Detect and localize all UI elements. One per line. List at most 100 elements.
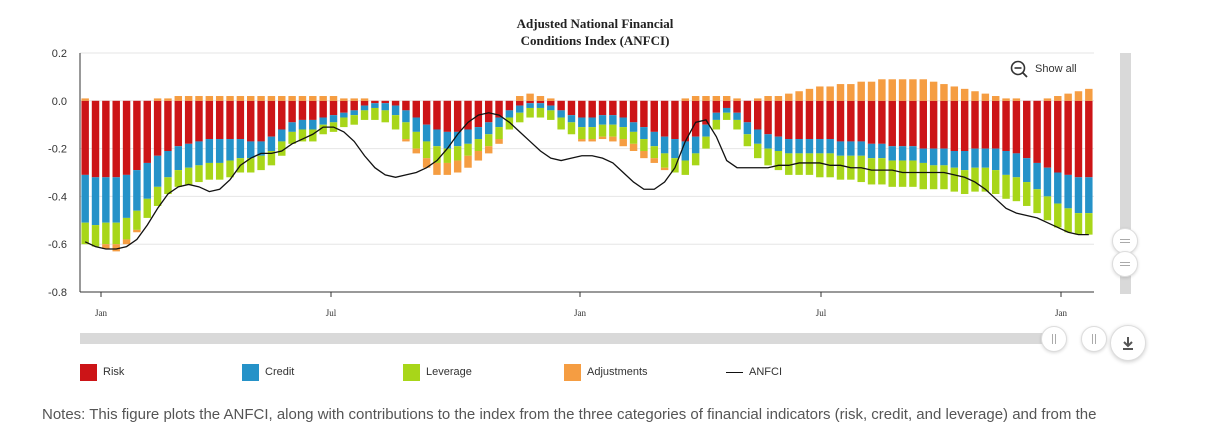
bar-risk: [133, 100, 141, 171]
bar-adjustments: [1054, 96, 1062, 101]
bar-adjustments: [1074, 91, 1083, 101]
bar-leverage: [733, 119, 741, 130]
bar-leverage: [412, 131, 420, 149]
bar-risk: [578, 100, 586, 118]
bar-leverage: [1033, 189, 1041, 214]
bar-leverage: [764, 148, 772, 166]
legend-swatch-leverage: [403, 363, 420, 381]
bar-adjustments: [722, 96, 731, 101]
bar-adjustments: [878, 79, 886, 101]
bar-risk: [412, 100, 420, 118]
bar-adjustments: [402, 139, 410, 142]
bar-leverage: [547, 110, 555, 120]
legend-item-adjustments[interactable]: Adjustments: [564, 362, 648, 382]
bar-risk: [236, 100, 245, 140]
bar-credit: [184, 143, 193, 168]
bar-leverage: [567, 122, 576, 135]
bar-risk: [153, 100, 162, 156]
bar-credit: [122, 174, 131, 218]
bar-risk: [205, 100, 214, 140]
bar-credit: [940, 148, 948, 166]
bar-leverage: [671, 158, 679, 173]
bar-risk: [350, 100, 358, 111]
bar-risk: [360, 100, 369, 106]
bar-risk: [422, 100, 431, 125]
legend-swatch-risk: [80, 363, 97, 381]
bar-risk: [878, 100, 886, 144]
legend-item-anfci[interactable]: ANFCI: [726, 362, 782, 382]
bar-adjustments: [516, 96, 524, 101]
bar-credit: [888, 146, 896, 161]
legend-swatch-anfci: [726, 371, 743, 373]
bar-adjustments: [629, 143, 638, 151]
legend-label: Credit: [265, 366, 295, 378]
bar-adjustments: [578, 139, 586, 142]
bar-risk: [547, 100, 555, 106]
bar-leverage: [598, 124, 607, 137]
legend-label: Adjustments: [587, 366, 648, 378]
bar-leverage: [805, 153, 814, 175]
bar-adjustments: [754, 98, 762, 101]
bar-risk: [329, 100, 338, 116]
bar-credit: [412, 117, 420, 132]
horizontal-range-handle-left[interactable]: [1041, 326, 1067, 352]
bar-credit: [764, 134, 772, 149]
bar-leverage: [691, 153, 700, 166]
download-button[interactable]: [1110, 325, 1146, 361]
horizontal-scrollbar[interactable]: [80, 333, 1060, 344]
bar-adjustments: [702, 96, 710, 101]
bar-risk: [691, 100, 700, 137]
bar-adjustments: [816, 86, 824, 101]
bar-leverage: [433, 146, 441, 163]
bar-leverage: [950, 167, 959, 192]
bar-risk: [1074, 100, 1083, 178]
bar-credit: [1023, 158, 1031, 183]
bar-risk: [433, 100, 441, 130]
bar-adjustments: [464, 155, 472, 168]
bar-adjustments: [1002, 98, 1010, 101]
bar-credit: [112, 177, 120, 223]
bar-adjustments: [898, 79, 907, 101]
bar-credit: [526, 103, 534, 108]
bar-credit: [381, 103, 389, 111]
bar-risk: [309, 100, 317, 120]
show-all-button[interactable]: Show all: [1010, 60, 1077, 78]
bar-risk: [981, 100, 990, 149]
bar-risk: [143, 100, 151, 163]
bar-credit: [950, 150, 959, 168]
bar-credit: [1033, 162, 1041, 190]
horizontal-range-handle-right[interactable]: [1081, 326, 1107, 352]
vertical-range-handle-top[interactable]: [1112, 228, 1138, 254]
bar-leverage: [991, 170, 1000, 195]
bar-adjustments: [805, 88, 814, 101]
bar-leverage: [929, 165, 938, 190]
bar-adjustments: [950, 86, 959, 101]
bar-adjustments: [1012, 98, 1021, 101]
bar-risk: [1033, 100, 1041, 163]
legend-item-risk[interactable]: Risk: [80, 362, 124, 382]
bar-risk: [1064, 100, 1072, 175]
bar-risk: [112, 100, 120, 178]
bar-credit: [309, 119, 317, 130]
bar-risk: [785, 100, 793, 140]
bar-credit: [898, 146, 907, 161]
legend-label: Leverage: [426, 366, 472, 378]
vertical-range-handle-bottom[interactable]: [1112, 251, 1138, 277]
bar-risk: [81, 100, 89, 175]
vertical-scrollbar[interactable]: [1120, 53, 1131, 294]
bar-risk: [816, 100, 824, 140]
bar-leverage: [557, 117, 565, 130]
legend-item-credit[interactable]: Credit: [242, 362, 294, 382]
legend-item-leverage[interactable]: Leverage: [403, 362, 472, 382]
bar-leverage: [619, 127, 627, 140]
bar-adjustments: [1064, 93, 1072, 101]
bar-risk: [847, 100, 855, 142]
bar-leverage: [640, 139, 648, 151]
bar-adjustments: [174, 96, 183, 101]
bar-credit: [660, 136, 669, 154]
bar-risk: [495, 100, 503, 118]
bar-risk: [381, 100, 389, 104]
bar-credit: [505, 110, 514, 118]
bar-adjustments: [340, 98, 348, 101]
